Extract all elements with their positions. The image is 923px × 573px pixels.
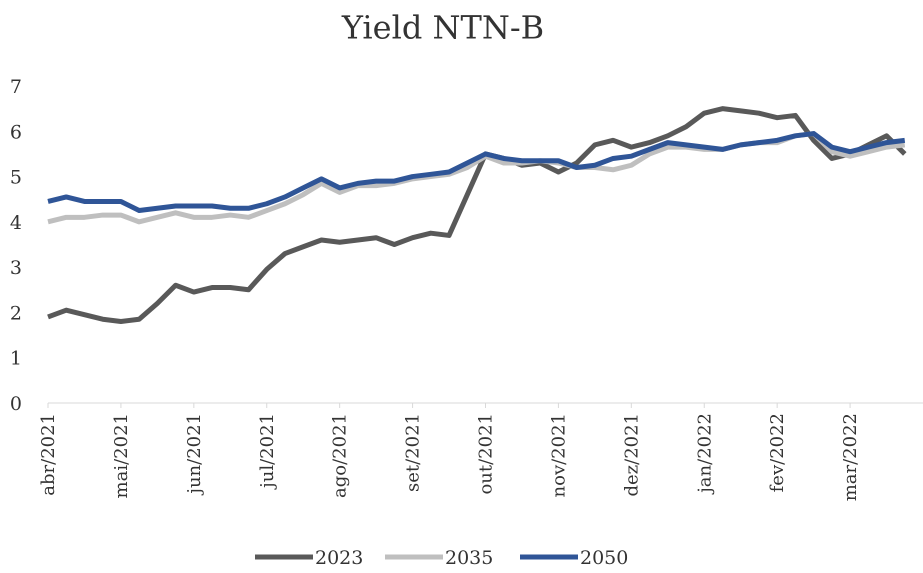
x-tick-label: abr/2021	[38, 413, 59, 496]
x-tick-label: out/2021	[476, 413, 497, 495]
y-tick-label: 4	[10, 212, 22, 234]
legend-label: 2035	[445, 547, 493, 569]
x-tick-label: dez/2021	[621, 413, 642, 497]
line-series	[47, 106, 907, 324]
x-tick-label: jun/2021	[184, 413, 205, 496]
x-tick-label: mar/2022	[840, 413, 861, 501]
x-tick-label: fev/2022	[767, 413, 788, 492]
x-tick-label: mai/2021	[111, 413, 132, 498]
y-tick-label: 1	[10, 348, 22, 370]
legend-label: 2050	[580, 547, 628, 569]
line-series	[47, 131, 906, 214]
y-tick-label: 6	[10, 121, 22, 143]
x-tick-label: ago/2021	[330, 413, 351, 498]
y-tick-label: 0	[10, 393, 22, 415]
x-tick-label: set/2021	[403, 413, 424, 492]
chart-title: Yield NTN-B	[341, 9, 544, 47]
y-tick-label: 7	[10, 76, 22, 98]
x-tick-label: jul/2021	[257, 413, 278, 490]
y-tick-label: 5	[10, 167, 22, 189]
x-tick-label: jan/2022	[694, 413, 715, 495]
x-tick-label: nov/2021	[548, 413, 569, 497]
y-tick-label: 2	[10, 302, 22, 324]
y-tick-label: 3	[10, 257, 22, 279]
legend-label: 2023	[315, 547, 363, 569]
